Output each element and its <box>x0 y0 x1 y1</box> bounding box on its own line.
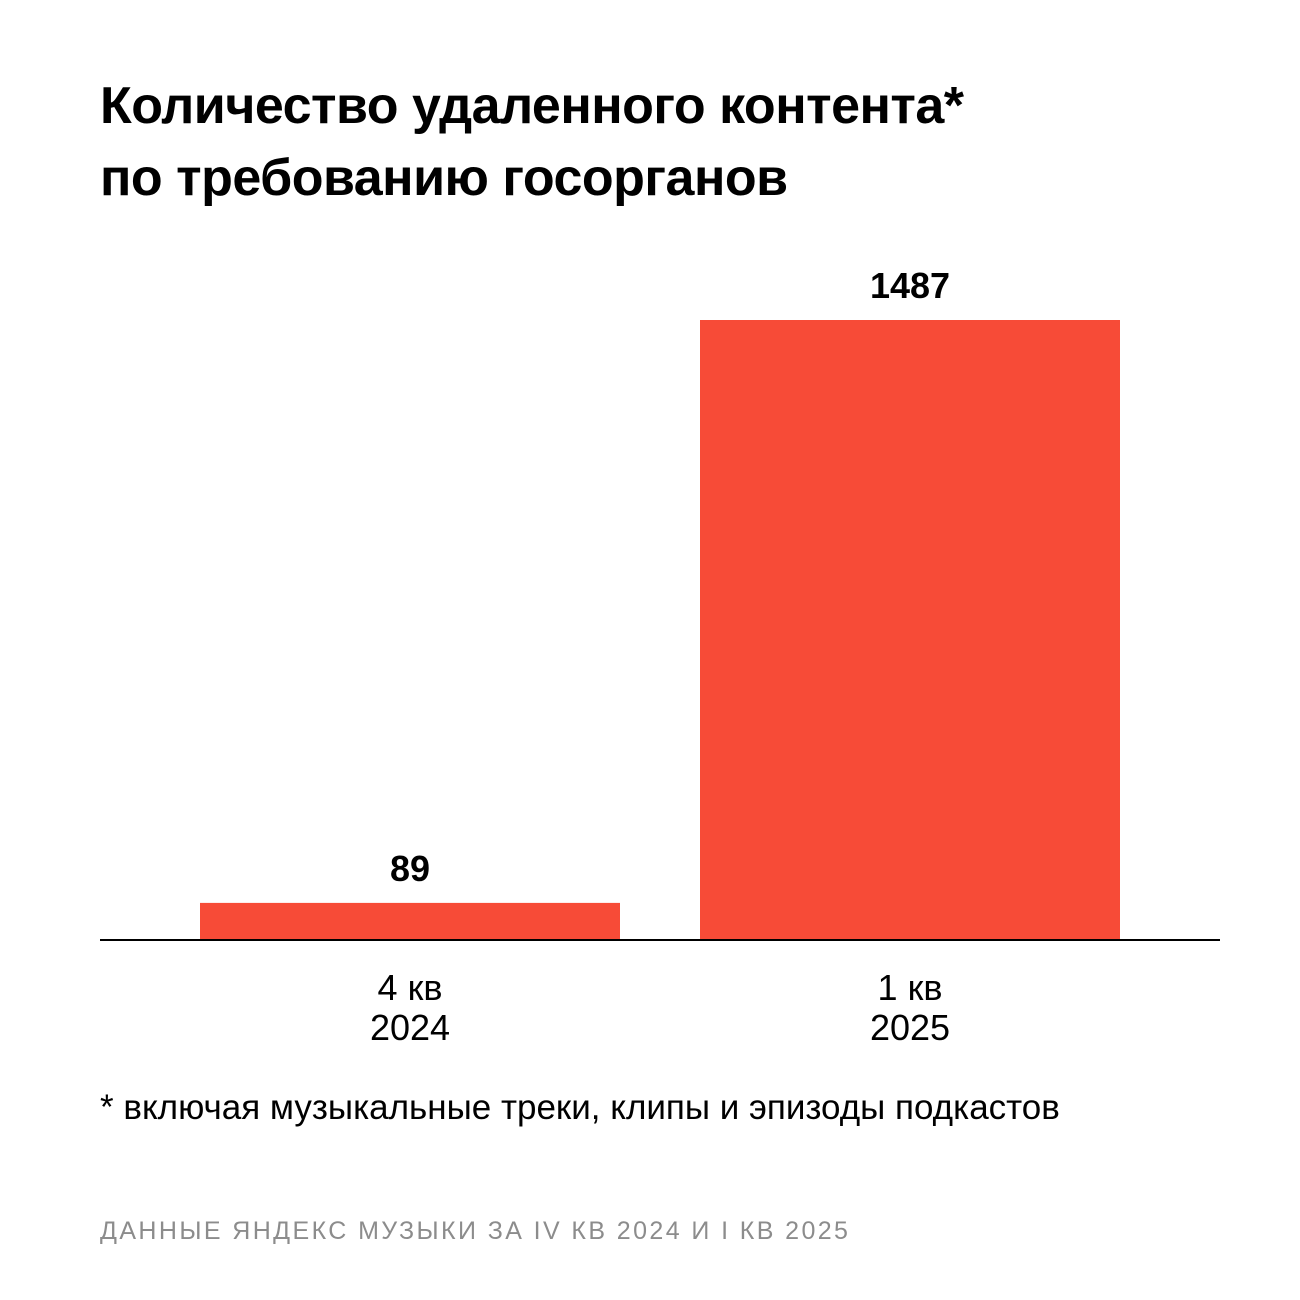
value-labels-group: 89 1487 <box>390 265 950 889</box>
value-label-2: 1487 <box>870 265 950 306</box>
chart-title: Количество удаленного контента* по требо… <box>100 70 1220 214</box>
category-label-1-line-2: 2024 <box>370 1007 450 1048</box>
chart-title-line-2: по требованию госорганов <box>100 149 788 207</box>
bar-2 <box>700 320 1120 940</box>
source-note: ДАННЫЕ ЯНДЕКС МУЗЫКИ ЗА IV КВ 2024 И I К… <box>100 1217 851 1245</box>
category-label-1-line-1: 4 кв <box>378 967 443 1008</box>
chart-title-line-1: Количество удаленного контента* <box>100 77 964 135</box>
footnote: * включая музыкальные треки, клипы и эпи… <box>100 1088 1060 1127</box>
bars-group <box>200 320 1120 940</box>
bar-1 <box>200 902 620 940</box>
category-label-2-line-2: 2025 <box>870 1007 950 1048</box>
category-label-2-line-1: 1 кв <box>878 967 943 1008</box>
value-label-1: 89 <box>390 848 430 889</box>
